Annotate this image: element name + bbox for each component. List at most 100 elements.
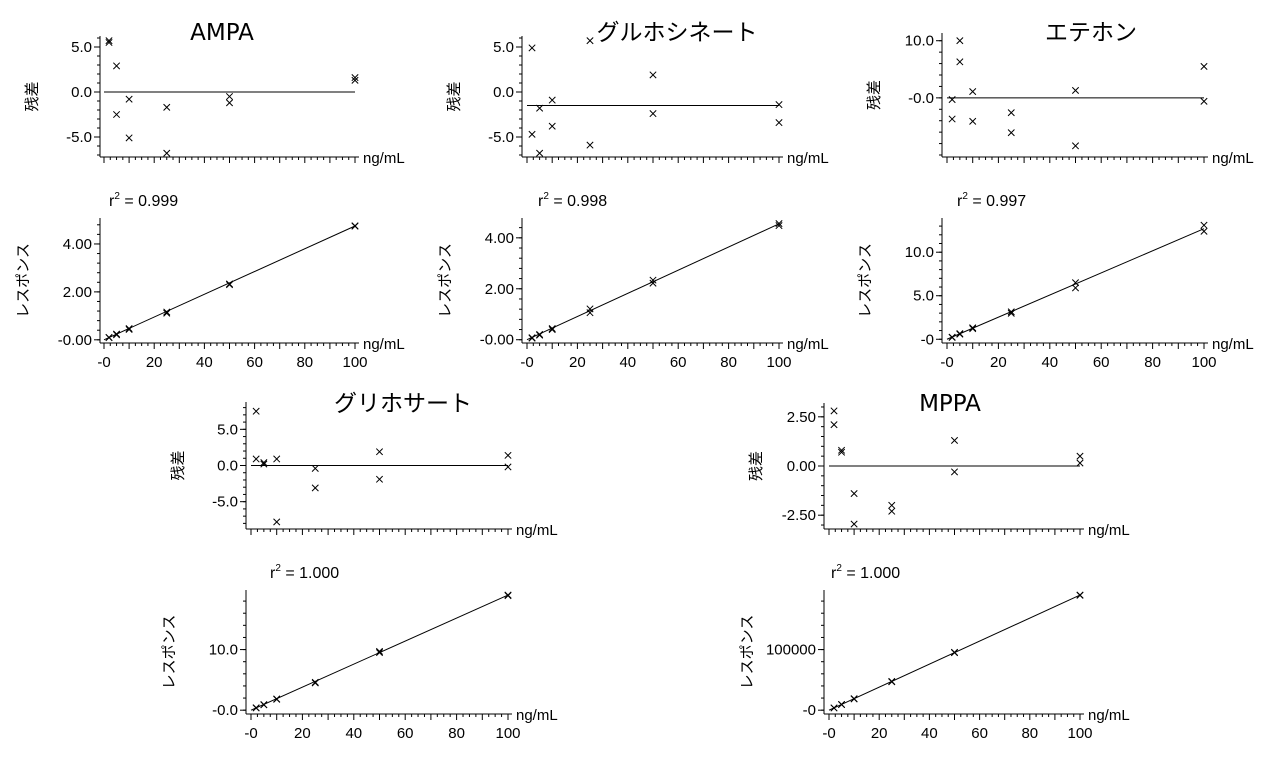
y-tick-label: -0 (803, 702, 816, 719)
x-tick-label: 60 (246, 354, 263, 371)
residual-point (375, 448, 384, 456)
residual-point (125, 134, 133, 142)
residual-point (536, 149, 544, 157)
y-tick-label: 4.00 (63, 236, 92, 253)
residual-point (586, 141, 594, 149)
x-tick-label: 20 (569, 354, 586, 371)
x-tick-label: 20 (146, 354, 163, 371)
y-axis-label: 残差 (865, 80, 883, 110)
calibration-point (273, 695, 281, 703)
residual-point (649, 110, 657, 118)
calibration-point (548, 324, 556, 333)
y-axis-label: レスポンス (856, 243, 874, 318)
calibration-point (969, 325, 977, 333)
calibration-point (948, 333, 956, 341)
calibration-point (850, 695, 858, 703)
residual-point (105, 37, 113, 45)
y-tick-label: -0.00 (58, 332, 92, 349)
residual-point (969, 88, 977, 96)
calibration-point (375, 647, 384, 655)
residual-point (311, 464, 319, 472)
x-units-label: ng/mL (1088, 707, 1130, 724)
calibration-point (830, 704, 838, 712)
calibration-point (125, 324, 133, 333)
residual-point (125, 95, 133, 103)
calibration-plot: 4.00 2.00 -0.00 ng/mL レスポンス -0 20 40 60 80 100 (14, 218, 405, 371)
x-units-label: ng/mL (516, 707, 558, 724)
y-tick-label: 10.0 (905, 244, 934, 261)
residual-point (950, 436, 959, 444)
regression-line (946, 228, 1205, 340)
y-tick-label: -5.0 (66, 129, 92, 146)
residual-point (112, 110, 121, 119)
calibration-point (956, 330, 964, 338)
chart-title: AMPA (190, 20, 254, 46)
x-units-label: ng/mL (1212, 336, 1254, 353)
residual-point (969, 117, 977, 125)
residual-point (105, 38, 113, 47)
calibration-point (311, 679, 319, 687)
x-tick-label: 100 (1067, 725, 1092, 742)
residual-point (1007, 129, 1015, 137)
y-axis-label: レスポンス (738, 615, 756, 690)
residual-point (273, 518, 281, 526)
x-tick-label: 100 (1191, 354, 1216, 371)
r-squared-value: 0.997 (986, 193, 1026, 210)
x-tick-label: 20 (990, 354, 1007, 371)
calibration-point (351, 222, 359, 230)
residual-point (837, 448, 846, 456)
r-squared-label: r2 = 0.998 (538, 191, 607, 210)
residual-point (1200, 97, 1208, 105)
residual-point (948, 96, 956, 104)
r-squared-label: r2 = 0.997 (957, 191, 1026, 210)
chart-title: グリホサート (334, 391, 472, 417)
y-tick-label: 0.0 (217, 458, 238, 475)
residual-point (536, 104, 544, 112)
x-tick-label: 60 (971, 725, 988, 742)
x-tick-label: 40 (196, 354, 213, 371)
calibration-plot: 10.0 5.0 -0 ng/mL レスポンス -0 20 40 60 80 100 (856, 218, 1254, 371)
residual-plot: 5.0 0.0 -5.0 ng/mL 残差 (169, 402, 558, 539)
calibration-point (888, 678, 896, 686)
residual-plot: 2.50 0.00 -2.50 ng/mL 残差 (747, 403, 1130, 539)
calibration-point (1071, 279, 1080, 287)
r-squared-value: 0.999 (138, 193, 178, 210)
residual-point (830, 407, 838, 415)
calibration-point (163, 308, 171, 316)
y-tick-label: -0.0 (908, 90, 934, 107)
x-units-label: ng/mL (1088, 522, 1130, 539)
calibration-plot: 10.0 -0.0 ng/mL レスポンス -0 20 40 60 80 100 (160, 590, 558, 742)
residual-point (837, 446, 846, 454)
y-tick-label: 2.50 (787, 409, 816, 426)
y-tick-label: -0.00 (480, 332, 514, 349)
r-squared-value: 1.000 (860, 565, 900, 582)
x-tick-label: 40 (619, 354, 636, 371)
x-tick-label: 60 (397, 725, 414, 742)
r-squared-label: r2 = 1.000 (831, 563, 900, 582)
regression-line (526, 223, 780, 341)
residual-point (504, 463, 512, 471)
residual-plot: 5.0 0.0 -5.0 ng/mL 残差 (23, 36, 405, 167)
residual-point (775, 119, 783, 127)
residual-point (586, 37, 594, 45)
residual-point (888, 501, 896, 509)
residual-point (1007, 109, 1015, 117)
y-axis-label: 残差 (445, 81, 463, 111)
y-tick-label: 0.00 (787, 458, 816, 475)
x-units-label: ng/mL (787, 150, 829, 167)
residual-point (1071, 86, 1080, 94)
residual-point (948, 115, 956, 123)
y-tick-label: -5.0 (488, 129, 514, 146)
calibration-point (125, 325, 133, 334)
y-axis-label: レスポンス (160, 615, 178, 690)
residual-point (548, 122, 556, 130)
residual-point (956, 37, 964, 45)
calibration-point (1200, 227, 1208, 235)
y-axis-label: レスポンス (14, 243, 32, 318)
x-tick-label: 20 (294, 725, 311, 742)
x-tick-label: 100 (495, 725, 520, 742)
x-tick-label: -0 (940, 354, 953, 371)
residual-point (528, 44, 536, 52)
calibration-point (649, 279, 657, 287)
x-tick-label: 100 (766, 354, 791, 371)
